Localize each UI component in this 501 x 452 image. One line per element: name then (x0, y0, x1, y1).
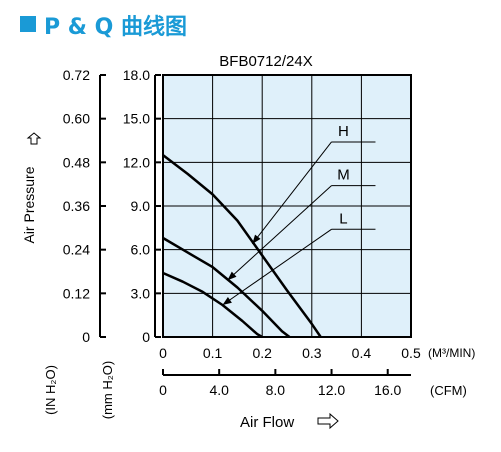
annotation-leader-L (222, 228, 332, 306)
y-tick-label-mm: 15.0 (123, 111, 150, 127)
y-tick-label-mm: 0 (142, 329, 150, 345)
x-unit-imperial: (CFM) (430, 383, 467, 398)
y-ticks-inch: 0 0.12 0.24 0.36 0.48 0.60 0.72 (63, 67, 106, 345)
annotation-leader-M (227, 185, 332, 281)
series-line-L (162, 271, 263, 339)
x-tick-label-metric: 0.4 (352, 345, 372, 361)
grid-lines (163, 75, 411, 337)
y-tick-label-mm: 9.0 (131, 198, 151, 214)
y-unit-inch: (IN H₂O) (43, 365, 58, 415)
plot-border (162, 74, 412, 338)
x-tick-label-imperial: 0 (159, 382, 167, 398)
y-tick-label-mm: 6.0 (131, 242, 151, 258)
y-tick-label-inch: 0.24 (63, 242, 90, 258)
y-tick-label-mm: 18.0 (123, 67, 150, 83)
x-tick-label-imperial: 8.0 (266, 382, 286, 398)
y-tick-label-mm: 3.0 (131, 285, 151, 301)
y-axis-label: Air Pressure (21, 166, 37, 243)
series-layer (162, 154, 322, 339)
x-tick-label-metric: 0 (159, 345, 167, 361)
y-tick-label-mm: 12.0 (123, 154, 150, 170)
chart-title: BFB0712/24X (219, 53, 312, 70)
series-line-H (162, 154, 322, 338)
x-tick-label-imperial: 16.0 (374, 382, 401, 398)
y-axis-label-group: Air Pressure (21, 166, 37, 243)
y-tick-label-inch: 0 (82, 329, 90, 345)
y-unit-mm: (mm H₂O) (100, 361, 115, 419)
y-tick-label-inch: 0.48 (63, 154, 90, 170)
y-tick-label-inch: 0.60 (63, 111, 90, 127)
annotation-leader-H (251, 141, 332, 245)
y-tick-label-inch: 0.12 (63, 285, 90, 301)
x-unit-metric: (M³/MIN) (428, 346, 475, 360)
series-label-L: L (339, 210, 347, 227)
x-ticks-imperial: 0 4.0 8.0 12.0 16.0 (159, 369, 402, 398)
x-tick-label-metric: 0.2 (252, 345, 272, 361)
annotation-arrowhead-H (252, 234, 261, 244)
x-axis-arrow-icon (317, 412, 339, 430)
x-axis-label: Air Flow (240, 414, 294, 431)
y-unit-inch-group: (IN H₂O) (43, 365, 58, 415)
annotation-arrowhead-L (222, 296, 232, 305)
header-square-icon (20, 16, 36, 32)
y-ticks-mm: 0 3.0 6.0 9.0 12.0 15.0 18.0 (123, 67, 161, 345)
y-unit-mm-group: (mm H₂O) (100, 361, 115, 419)
annotation-arrowhead-M (227, 271, 237, 281)
x-tick-label-metric: 0.3 (302, 345, 322, 361)
y-axis-arrow-icon (26, 132, 42, 145)
x-tick-label-metric: 0.1 (203, 345, 223, 361)
series-label-M: M (337, 167, 350, 184)
header-title: P & Q 曲线图 (44, 14, 187, 40)
y-tick-label-inch: 0.72 (63, 67, 90, 83)
x-tick-label-imperial: 12.0 (318, 382, 345, 398)
annotation-layer: H M L (222, 123, 376, 306)
x-tick-label-imperial: 4.0 (209, 382, 229, 398)
x-ticks-metric: 0 0.1 0.2 0.3 0.4 0.5 (159, 345, 421, 361)
series-line-M (162, 236, 291, 338)
series-label-H: H (338, 123, 349, 140)
x-tick-label-metric: 0.5 (401, 345, 421, 361)
y-tick-label-inch: 0.36 (63, 198, 90, 214)
